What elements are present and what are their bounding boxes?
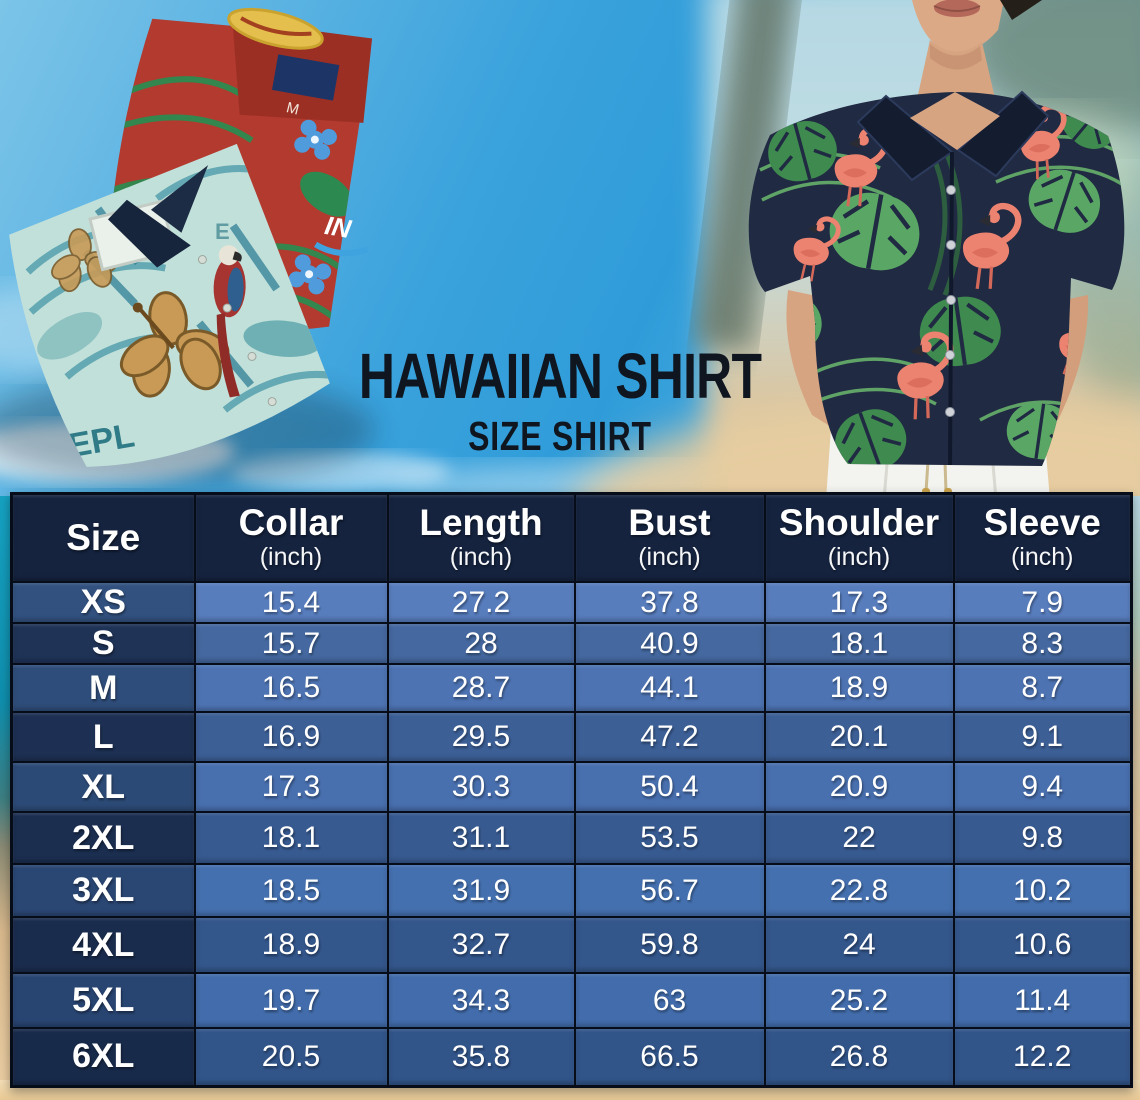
shoulder-value-cell: 26.8: [763, 1027, 955, 1087]
size-label-cell: 3XL: [10, 863, 196, 918]
length-value-cell: 27.2: [386, 581, 576, 624]
bust-value-cell: 56.7: [573, 863, 766, 918]
length-value-cell: 30.3: [386, 761, 576, 813]
sleeve-value-cell: 10.2: [952, 863, 1133, 918]
beach-photo-scene: M IN: [0, 0, 1140, 500]
size-label-cell: 5XL: [10, 972, 196, 1029]
sleeve-value-cell: 11.4: [952, 972, 1133, 1029]
bust-value-cell: 63: [573, 972, 766, 1029]
photo-edge-left: [0, 496, 10, 1100]
table-row: XS 15.4 27.2 37.8 17.3 7.9: [10, 581, 1133, 624]
size-label-cell: 2XL: [10, 811, 196, 865]
model-face: [912, 0, 1004, 53]
bust-value-cell: 44.1: [573, 663, 766, 713]
model-photo: [748, 0, 1125, 500]
collar-value-cell: 16.9: [193, 711, 389, 763]
svg-text:E: E: [215, 219, 230, 244]
collar-size-tag: M: [285, 99, 301, 119]
collar-value-cell: 17.3: [193, 761, 389, 813]
shoulder-value-cell: 20.1: [763, 711, 955, 763]
size-label-cell: L: [10, 711, 196, 763]
size-label-cell: XL: [10, 761, 196, 813]
photo-edge-right: [1130, 496, 1140, 1100]
col-header-collar: Collar (inch): [193, 492, 389, 583]
table-row: 5XL 19.7 34.3 63 25.2 11.4: [10, 972, 1133, 1029]
collar-value-cell: 19.7: [193, 972, 389, 1029]
table-row: L 16.9 29.5 47.2 20.1 9.1: [10, 711, 1133, 763]
sleeve-value-cell: 9.1: [952, 711, 1133, 763]
collar-value-cell: 18.1: [193, 811, 389, 865]
size-label-cell: 4XL: [10, 916, 196, 974]
col-header-bust: Bust (inch): [573, 492, 766, 583]
length-value-cell: 34.3: [386, 972, 576, 1029]
svg-text:IN: IN: [323, 210, 355, 244]
length-value-cell: 35.8: [386, 1027, 576, 1087]
shoulder-value-cell: 20.9: [763, 761, 955, 813]
table-row: 6XL 20.5 35.8 66.5 26.8 12.2: [10, 1027, 1133, 1087]
size-label-cell: 6XL: [10, 1027, 196, 1087]
header-row: Size Collar (inch) Length (inch) Bust (inch…: [10, 492, 1133, 583]
bust-value-cell: 40.9: [573, 622, 766, 665]
length-value-cell: 32.7: [386, 916, 576, 974]
table-row: 3XL 18.5 31.9 56.7 22.8 10.2: [10, 863, 1133, 918]
bust-value-cell: 59.8: [573, 916, 766, 974]
size-table-body: XS 15.4 27.2 37.8 17.3 7.9 S 15.7 28 40.9 18.1 8.3 M…: [10, 581, 1133, 1087]
collar-value-cell: 15.7: [193, 622, 389, 665]
sleeve-value-cell: 12.2: [952, 1027, 1133, 1087]
shoulder-value-cell: 24: [763, 916, 955, 974]
length-value-cell: 28: [386, 622, 576, 665]
size-label-cell: XS: [10, 581, 196, 624]
collar-value-cell: 16.5: [193, 663, 389, 713]
shoulder-value-cell: 18.1: [763, 622, 955, 665]
table-row: 2XL 18.1 31.1 53.5 22 9.8: [10, 811, 1133, 865]
sleeve-value-cell: 9.8: [952, 811, 1133, 865]
bust-value-cell: 47.2: [573, 711, 766, 763]
col-header-size: Size: [10, 492, 196, 583]
collar-value-cell: 18.9: [193, 916, 389, 974]
sleeve-value-cell: 10.6: [952, 916, 1133, 974]
table-header: Size Collar (inch) Length (inch) Bust (inch…: [10, 492, 1133, 583]
shoulder-value-cell: 22.8: [763, 863, 955, 918]
collar-value-cell: 18.5: [193, 863, 389, 918]
length-value-cell: 31.1: [386, 811, 576, 865]
table-row: XL 17.3 30.3 50.4 20.9 9.4: [10, 761, 1133, 813]
col-header-length: Length (inch): [386, 492, 576, 583]
size-label-cell: M: [10, 663, 196, 713]
length-value-cell: 29.5: [386, 711, 576, 763]
length-value-cell: 31.9: [386, 863, 576, 918]
shoulder-value-cell: 17.3: [763, 581, 955, 624]
length-value-cell: 28.7: [386, 663, 576, 713]
sleeve-value-cell: 9.4: [952, 761, 1133, 813]
hibiscus-print: [119, 291, 230, 398]
sleeve-value-cell: 8.7: [952, 663, 1133, 713]
collar-value-cell: 20.5: [193, 1027, 389, 1087]
size-label-cell: S: [10, 622, 196, 665]
parrot-print: [213, 245, 246, 398]
bust-value-cell: 66.5: [573, 1027, 766, 1087]
table-row: 4XL 18.9 32.7 59.8 24 10.6: [10, 916, 1133, 974]
table-row: S 15.7 28 40.9 18.1 8.3: [10, 622, 1133, 665]
shirt-collar: [856, 94, 954, 182]
shoulder-value-cell: 25.2: [763, 972, 955, 1029]
table-row: M 16.5 28.7 44.1 18.9 8.7: [10, 663, 1133, 713]
col-header-shoulder: Shoulder (inch): [763, 492, 955, 583]
collar-value-cell: 15.4: [193, 581, 389, 624]
bust-value-cell: 50.4: [573, 761, 766, 813]
bust-value-cell: 53.5: [573, 811, 766, 865]
bust-value-cell: 37.8: [573, 581, 766, 624]
teal-hawaiian-shirt: EPL E: [9, 143, 338, 467]
shoulder-value-cell: 22: [763, 811, 955, 865]
shoulder-value-cell: 18.9: [763, 663, 955, 713]
sleeve-value-cell: 8.3: [952, 622, 1133, 665]
size-chart-table: Size Collar (inch) Length (inch) Bust (inch…: [10, 492, 1133, 1088]
inner-collar-label: [271, 54, 340, 101]
folded-shirts-photo: M IN: [0, 7, 400, 485]
col-header-sleeve: Sleeve (inch): [952, 492, 1133, 583]
sleeve-value-cell: 7.9: [952, 581, 1133, 624]
collar-logo-patch: [227, 7, 324, 50]
